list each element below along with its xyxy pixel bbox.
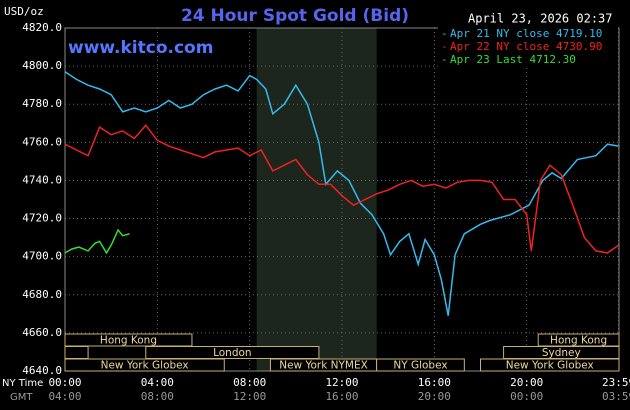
chart-title: 24 Hour Spot Gold (Bid) <box>181 6 409 26</box>
y-tick-label: 4660.0 <box>22 326 62 339</box>
x-tick-label: 20:00 <box>510 376 543 389</box>
y-tick-label: 4680.0 <box>22 288 62 301</box>
session-box <box>64 333 193 347</box>
x2-tick-label: 03:59 <box>602 390 630 403</box>
y-tick-label: 4700.0 <box>22 250 62 263</box>
x-tick-label: 23:59 <box>602 376 630 389</box>
x2-tick-label: 04:00 <box>48 390 81 403</box>
x2-tick-label: 12:00 <box>233 390 266 403</box>
legend-label: Apr 21 NY close 4719.10 <box>450 27 602 40</box>
session-box <box>145 346 320 359</box>
y-axis-label: USD/oz <box>4 5 44 18</box>
session-box <box>480 358 620 372</box>
y-tick-label: 4780.0 <box>22 97 62 110</box>
x-tick-label: 16:00 <box>418 376 451 389</box>
session-label: NY Globex <box>393 360 447 372</box>
session-label: New York NYMEX <box>279 360 368 372</box>
price-line <box>64 228 130 255</box>
session-label: New York Globex <box>101 360 189 372</box>
session-label: Sydney <box>542 347 581 359</box>
legend-label: Apr 23 Last 4712.30 <box>450 53 576 66</box>
legend: - Apr 21 NY close 4719.10- Apr 22 NY close… <box>438 26 618 68</box>
shaded-region <box>256 28 377 371</box>
y-tick-label: 4720.0 <box>22 212 62 225</box>
legend-marker: - <box>441 40 448 53</box>
x-tick-label: 00:00 <box>48 376 81 389</box>
x2-tick-label: 00:00 <box>510 390 543 403</box>
x-tick-label: 12:00 <box>325 376 358 389</box>
x2-tick-label: 08:00 <box>141 390 174 403</box>
x-tick-label: 04:00 <box>141 376 174 389</box>
session-box <box>64 346 89 359</box>
legend-label: Apr 22 NY close 4730.90 <box>450 40 602 53</box>
x-tick-label: 08:00 <box>233 376 266 389</box>
y-tick-label: 4820.0 <box>22 21 62 34</box>
x2-tick-label: 20:00 <box>418 390 451 403</box>
y-tick-label: 4760.0 <box>22 135 62 148</box>
session-label: New York Globex <box>506 360 594 372</box>
price-line <box>64 71 619 316</box>
session-label: Hong Kong <box>100 335 157 347</box>
legend-box <box>438 26 618 68</box>
timestamp: April 23, 2026 02:37 <box>468 12 613 26</box>
x2-tick-label: 16:00 <box>325 390 358 403</box>
y-tick-label: 4740.0 <box>22 173 62 186</box>
session-label: Hong Kong <box>550 335 607 347</box>
y-tick-label: 4800.0 <box>22 59 62 72</box>
legend-marker: - <box>441 53 448 66</box>
y-tick-label: 4640.0 <box>22 364 62 377</box>
session-box <box>64 358 225 372</box>
session-box <box>376 358 465 372</box>
x-axis-label: NY Time <box>2 378 43 389</box>
x2-axis-label: GMT <box>10 392 33 403</box>
session-label: London <box>213 347 252 359</box>
legend-marker: - <box>441 27 448 40</box>
watermark: www.kitco.com <box>68 38 213 58</box>
price-line <box>64 124 619 254</box>
